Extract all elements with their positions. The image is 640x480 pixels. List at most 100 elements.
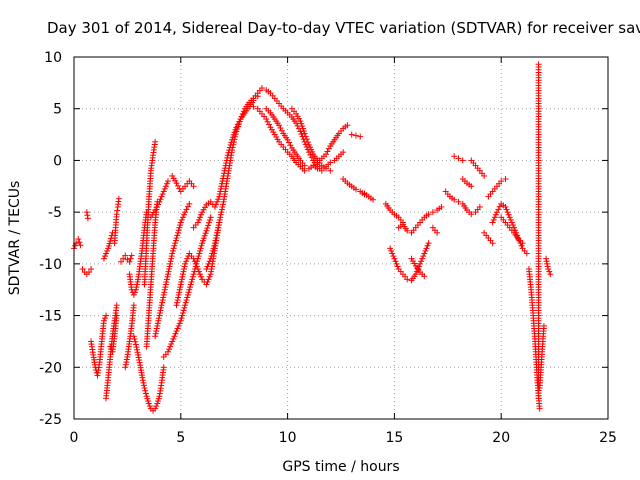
data-point bbox=[160, 294, 167, 301]
data-point bbox=[185, 289, 192, 296]
data-point bbox=[162, 183, 169, 190]
data-point bbox=[230, 139, 237, 146]
data-point bbox=[159, 297, 166, 304]
data-point bbox=[178, 315, 185, 322]
data-point bbox=[172, 240, 179, 247]
data-point bbox=[132, 341, 139, 348]
data-point bbox=[492, 211, 499, 218]
data-point bbox=[100, 317, 107, 324]
data-point bbox=[156, 309, 163, 316]
data-point bbox=[304, 139, 311, 146]
data-point bbox=[237, 116, 244, 123]
data-point bbox=[421, 273, 428, 280]
data-point bbox=[190, 271, 197, 278]
data-point bbox=[168, 255, 175, 262]
data-point bbox=[214, 229, 221, 236]
data-point bbox=[123, 356, 130, 363]
data-point bbox=[190, 255, 197, 262]
data-point bbox=[425, 240, 432, 247]
data-point bbox=[535, 395, 542, 402]
data-point bbox=[218, 206, 225, 213]
data-point bbox=[168, 341, 175, 348]
data-point bbox=[194, 266, 201, 273]
data-point bbox=[170, 335, 177, 342]
data-point bbox=[214, 227, 221, 234]
data-point bbox=[206, 273, 213, 280]
x-axis-label: GPS time / hours bbox=[282, 459, 399, 475]
data-point bbox=[160, 291, 167, 298]
data-point bbox=[153, 328, 160, 335]
data-point bbox=[287, 142, 294, 149]
data-point bbox=[130, 302, 137, 309]
data-point bbox=[145, 400, 152, 407]
data-point bbox=[175, 227, 182, 234]
data-point bbox=[155, 315, 162, 322]
data-point bbox=[308, 154, 315, 161]
data-point bbox=[503, 206, 510, 213]
data-point bbox=[155, 317, 162, 324]
data-point bbox=[169, 247, 176, 254]
data-point bbox=[543, 255, 550, 262]
data-point bbox=[120, 255, 127, 262]
data-point bbox=[179, 309, 186, 316]
data-point bbox=[84, 212, 91, 219]
data-point bbox=[76, 239, 83, 246]
data-point bbox=[132, 338, 139, 345]
data-point bbox=[113, 312, 120, 319]
y-tick-labels: -25 -20 -15 -10 -5 0 5 10 bbox=[39, 50, 62, 428]
data-point bbox=[176, 224, 183, 231]
data-point bbox=[216, 193, 223, 200]
data-point bbox=[190, 183, 197, 190]
data-point bbox=[177, 281, 184, 288]
data-point bbox=[130, 291, 137, 298]
data-point bbox=[204, 263, 211, 270]
data-point bbox=[203, 266, 210, 273]
data-point bbox=[250, 103, 257, 110]
data-point bbox=[325, 145, 332, 152]
data-point bbox=[167, 258, 174, 265]
data-point bbox=[197, 214, 204, 221]
data-point bbox=[215, 196, 222, 203]
data-point bbox=[152, 333, 159, 340]
data-point bbox=[508, 219, 515, 226]
data-point bbox=[193, 263, 200, 270]
data-point bbox=[192, 260, 199, 267]
data-point bbox=[211, 240, 218, 247]
data-point bbox=[209, 247, 216, 254]
data-point bbox=[307, 151, 314, 158]
data-point bbox=[152, 138, 159, 145]
data-point bbox=[208, 253, 215, 260]
data-point bbox=[327, 159, 334, 166]
data-point bbox=[230, 141, 237, 148]
data-point bbox=[130, 333, 137, 340]
data-point bbox=[215, 224, 222, 231]
data-point bbox=[301, 162, 308, 169]
data-point bbox=[187, 281, 194, 288]
data-point bbox=[126, 258, 133, 265]
data-point bbox=[172, 237, 179, 244]
data-point bbox=[455, 198, 462, 205]
data-point bbox=[324, 148, 331, 155]
data-point bbox=[239, 110, 246, 117]
data-point bbox=[117, 258, 124, 265]
data-point bbox=[166, 346, 173, 353]
data-point bbox=[302, 133, 309, 140]
data-point bbox=[186, 286, 193, 293]
data-point bbox=[506, 214, 513, 221]
data-point bbox=[114, 207, 121, 214]
data-point bbox=[215, 222, 222, 229]
data-point bbox=[209, 250, 216, 257]
y-tick-label: -15 bbox=[39, 309, 62, 325]
data-point bbox=[122, 361, 129, 368]
data-point bbox=[392, 258, 399, 265]
data-point bbox=[161, 185, 168, 192]
y-tick-label: -20 bbox=[39, 360, 62, 376]
data-point bbox=[77, 242, 84, 249]
data-point bbox=[205, 260, 212, 267]
y-axis-label: SDTVAR / TECUs bbox=[7, 181, 23, 296]
data-point bbox=[182, 302, 189, 309]
data-point bbox=[189, 273, 196, 280]
data-point bbox=[219, 201, 226, 208]
data-point bbox=[218, 209, 225, 216]
data-point bbox=[231, 136, 238, 143]
